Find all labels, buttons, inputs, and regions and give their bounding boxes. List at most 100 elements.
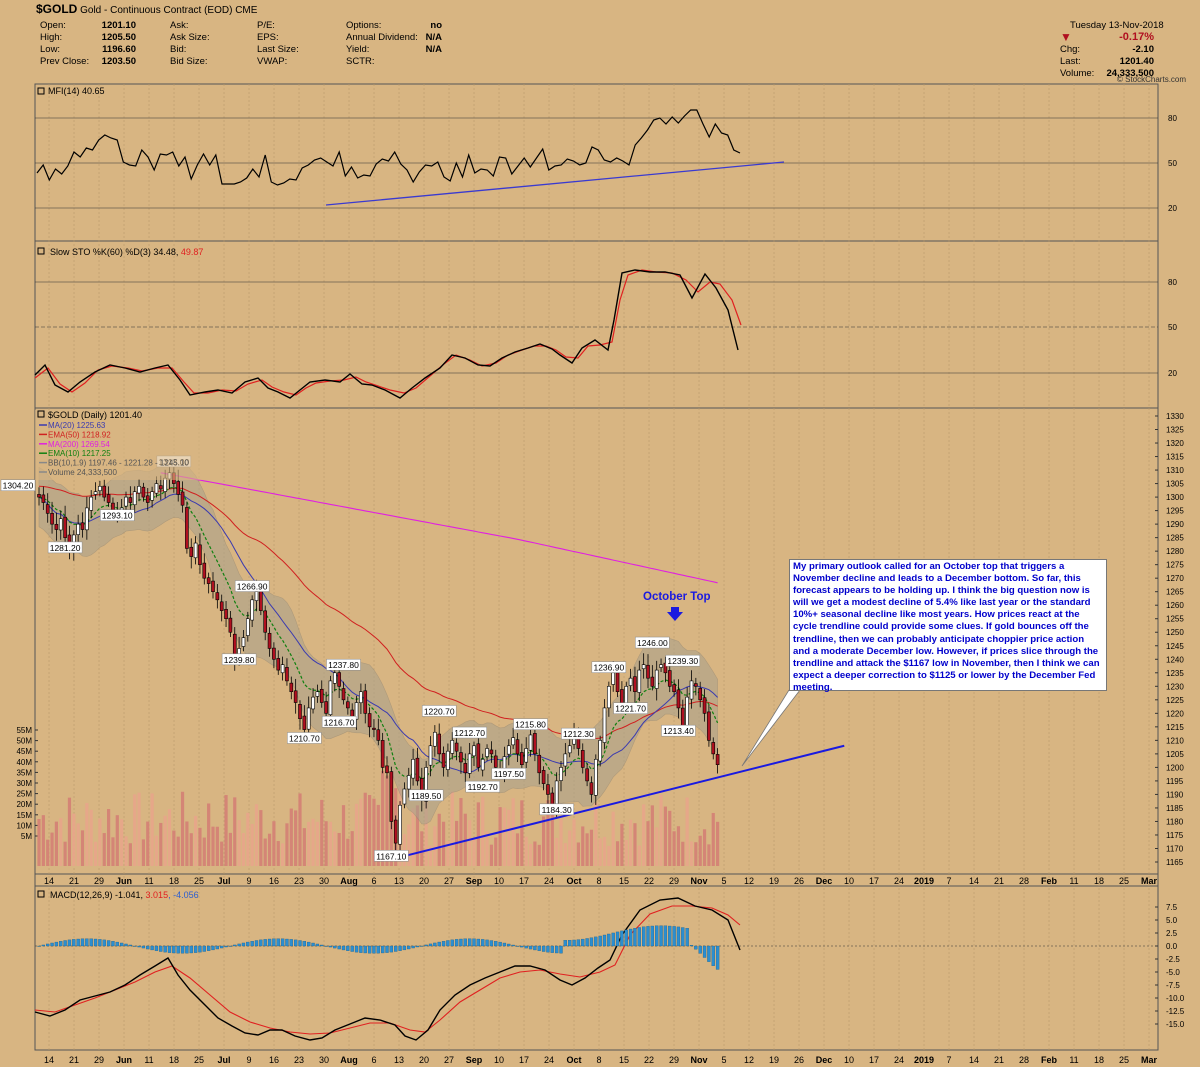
candlestick: [58, 518, 63, 531]
candlestick: [393, 819, 398, 844]
candlestick: [563, 753, 568, 767]
candlestick: [363, 690, 368, 714]
volume-bar: [37, 819, 41, 866]
volume-bar: [263, 838, 267, 866]
volume-bar: [598, 838, 602, 866]
macd-histogram-bar: [676, 926, 681, 947]
macd-histogram-bar: [372, 945, 376, 954]
volume-bar: [315, 821, 319, 866]
candlestick: [698, 688, 703, 701]
volume-bar: [602, 836, 607, 866]
sto-y-label: 50: [1168, 323, 1177, 332]
candlestick: [280, 664, 285, 674]
price-y-label: 1190: [1166, 790, 1184, 799]
price-label: 1304.20: [3, 481, 34, 491]
volume-bar: [716, 821, 720, 866]
ma200-line: [160, 472, 718, 584]
volume-bar: [211, 826, 215, 866]
macd-histogram-bar: [328, 945, 333, 948]
volume-bar: [80, 830, 85, 866]
volume-bar: [441, 821, 446, 866]
candlestick: [506, 745, 511, 755]
candlestick: [593, 758, 598, 796]
macd-histogram-bar: [655, 925, 659, 947]
x-tick-label: Nov: [690, 876, 707, 886]
x-tick-label: 9: [246, 876, 251, 886]
macd-histogram-bar: [46, 943, 50, 947]
macd-histogram-bar: [298, 940, 302, 947]
macd-histogram-bar: [415, 945, 420, 948]
volume-bar: [294, 810, 298, 866]
candlestick: [54, 524, 59, 530]
price-label: 1189.50: [411, 791, 441, 801]
x-tick-label: 30: [319, 876, 329, 886]
volume-bar: [298, 793, 302, 866]
macd-histogram-bar: [559, 945, 563, 954]
macd-histogram-bar: [607, 933, 611, 947]
macd-histogram-bar: [98, 939, 102, 947]
volume-bar: [324, 821, 328, 866]
candlestick: [637, 669, 642, 693]
legend-entry: Volume 24,333,500: [48, 468, 117, 477]
volume-bar: [281, 843, 285, 866]
x-tick-label: 30: [319, 1055, 329, 1065]
volume-bar: [502, 807, 507, 866]
candlestick: [406, 775, 411, 790]
candlestick: [389, 771, 394, 822]
price-y-label: 1330: [1166, 412, 1184, 421]
legend-entry: MA(20) 1225.63: [48, 421, 106, 430]
price-title: $GOLD (Daily) 1201.40: [48, 410, 142, 420]
macd-histogram-bar: [563, 940, 567, 947]
candlestick: [289, 682, 294, 693]
volume-bar: [333, 831, 337, 866]
macd-histogram-bar: [141, 945, 146, 949]
x-tick-label: 29: [94, 1055, 104, 1065]
price-y-label: 1315: [1166, 453, 1184, 462]
price-label: 1215.80: [515, 720, 546, 730]
macd-histogram-bar: [72, 939, 76, 947]
volume-bar: [107, 809, 111, 866]
x-tick-label: Jul: [217, 876, 230, 886]
candlestick: [711, 742, 716, 755]
macd-histogram-bar: [385, 945, 389, 953]
macd-histogram-bar: [611, 932, 615, 947]
candlestick: [311, 696, 315, 710]
macd-histogram-bar: [624, 929, 628, 947]
candlestick: [694, 683, 698, 687]
last-size-label: Last Size:: [257, 44, 299, 55]
macd-histogram-bar: [215, 945, 220, 950]
sto-d-value: 49.87: [181, 247, 204, 257]
candlestick: [450, 740, 455, 754]
price-label: 1210.70: [289, 733, 320, 743]
macd-histogram-bar: [185, 945, 189, 954]
macd-histogram-bar: [289, 939, 293, 947]
candlestick: [80, 522, 85, 530]
macd-histogram-bar: [459, 938, 463, 947]
macd-y-label: 5.0: [1166, 916, 1178, 925]
watermark: © StockCharts.com: [1117, 75, 1187, 84]
volume-bar: [459, 798, 463, 866]
candlestick: [411, 758, 415, 779]
price-label-box: [491, 767, 527, 780]
x-tick-label: Sep: [466, 1055, 483, 1065]
price-y-label: 1275: [1166, 561, 1184, 570]
candlestick: [472, 745, 476, 757]
sto-title: Slow STO %K(60) %D(3) 34.48, 49.87: [50, 247, 203, 257]
macd-histogram-bar: [380, 945, 385, 954]
x-tick-label: 28: [1019, 876, 1029, 886]
x-tick-label: Oct: [566, 876, 581, 886]
volume-bar: [363, 792, 367, 866]
volume-value: 24,333,500: [1106, 68, 1154, 79]
volume-bar: [72, 813, 76, 866]
candlestick: [702, 697, 707, 714]
volume-bar: [276, 841, 280, 866]
macd-histogram-bar: [189, 945, 193, 954]
macd-panel: [34, 885, 1159, 1051]
volume-bar: [672, 831, 676, 866]
x-tick-label: 17: [519, 876, 529, 886]
chart-header: $GOLD Gold - Continuous Contract (EOD) C…: [0, 0, 1200, 85]
macd-histogram-bar: [50, 942, 54, 947]
volume-bar: [146, 821, 150, 866]
price-label: 1184.30: [542, 805, 572, 815]
macd-y-label: 2.5: [1166, 929, 1178, 938]
